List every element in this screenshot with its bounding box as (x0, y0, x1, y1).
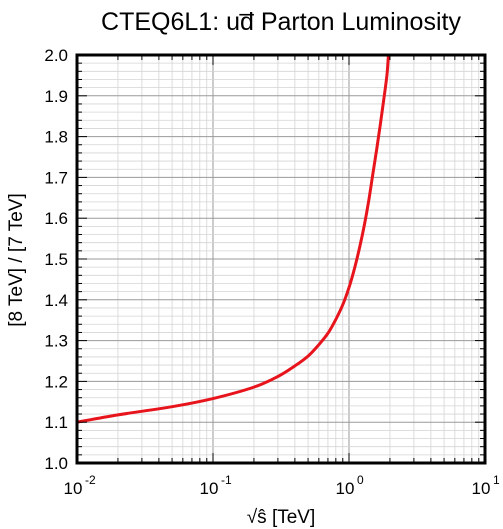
y-tick-label: 1.2 (44, 372, 68, 391)
x-tick-label-base: 10 (472, 479, 491, 498)
x-tick-label-exponent: 1 (493, 473, 500, 487)
x-tick-label-base: 10 (336, 479, 355, 498)
x-tick-labels: 10 -2 10 -1 10 0 10 1 (64, 473, 500, 498)
x-tick-label-exponent: -2 (85, 473, 96, 487)
tick-marks (76, 54, 485, 464)
x-tick-label: 10 0 (336, 473, 364, 498)
y-tick-label: 1.6 (44, 209, 68, 228)
x-tick-label-base: 10 (64, 479, 83, 498)
gridlines (76, 54, 485, 464)
x-tick-label: 10 -2 (64, 473, 96, 498)
x-axis-label: √ŝ [TeV] (247, 507, 316, 528)
x-tick-label-base: 10 (200, 479, 219, 498)
y-tick-labels: 1.0 1.1 1.2 1.3 1.4 1.5 1.6 1.7 1.8 1.9 2.0 (44, 46, 68, 473)
y-tick-label: 1.8 (44, 128, 68, 147)
y-tick-label: 1.4 (44, 291, 68, 310)
x-tick-label: 10 -1 (200, 473, 232, 498)
y-tick-label: 1.7 (44, 168, 68, 187)
y-tick-label: 1.3 (44, 332, 68, 351)
x-tick-label: 10 1 (472, 473, 500, 498)
y-tick-label: 1.1 (44, 413, 68, 432)
y-tick-label: 2.0 (44, 46, 68, 65)
series-line-0 (75, 53, 390, 424)
y-tick-label: 1.5 (44, 250, 68, 269)
series-group (75, 53, 390, 424)
x-tick-label-exponent: 0 (357, 473, 364, 487)
x-tick-label-exponent: -1 (221, 473, 232, 487)
y-axis-label: [8 TeV] / [7 TeV] (6, 193, 27, 326)
y-tick-label: 1.0 (44, 454, 68, 473)
y-tick-label: 1.9 (44, 87, 68, 106)
chart-title: CTEQ6L1: ud̅ Parton Luminosity (101, 8, 461, 36)
